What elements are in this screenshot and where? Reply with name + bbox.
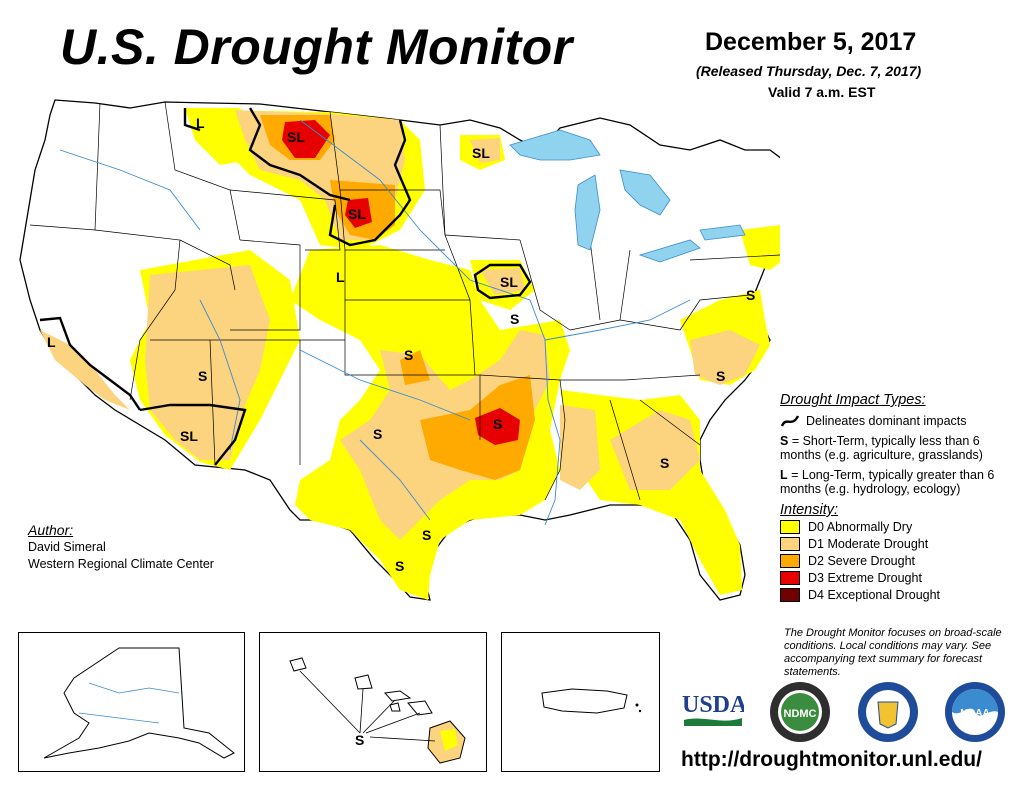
intensity-label: D2 Severe Drought [808,553,916,568]
label-sl-iowa: SL [500,274,518,290]
release-date: (Released Thursday, Dec. 7, 2017) [696,63,922,79]
rivers [59,119,691,526]
commerce-seal [858,682,918,742]
impact-boundaries [39,107,532,466]
legend-delineates-row: Delineates dominant impacts [780,414,1015,428]
legend: Drought Impact Types: Delineates dominan… [780,392,1015,603]
intensity-label: D4 Exceptional Drought [808,587,941,602]
puerto-rico-outline [541,688,628,714]
label-sl-minnesota: SL [472,145,490,161]
label-sl-arizona: SL [180,428,198,444]
d3-zones [282,120,520,445]
short-term-key: S [780,434,789,448]
noaa-logo: NOAA [945,682,1005,742]
disclaimer-note: The Drought Monitor focuses on broad-sca… [784,627,1002,678]
intensity-list: D0 Abnormally Dry D1 Moderate Drought D2 S… [780,518,1015,603]
intensity-swatch [780,571,800,585]
usda-logo-text: USDA [682,692,744,718]
alaska-inset [18,632,245,772]
intensity-item: D4 Exceptional Drought [780,586,1015,603]
label-s-hawaii: S [355,732,364,748]
site-url[interactable]: http://droughtmonitor.unl.edu/ [681,748,982,771]
author-heading: Author: [28,522,74,538]
label-s-arizona: S [198,368,207,384]
intensity-swatch [780,554,800,568]
noaa-logo-text: NOAA [960,708,989,719]
hawaii-inset: S [259,632,487,772]
delineates-text: Delineates dominant impacts [806,414,967,428]
label-s-carolina: S [716,368,725,384]
label-s-iowa: S [510,311,519,327]
map-date: December 5, 2017 [705,28,917,56]
label-s-ne: S [746,287,755,303]
legend-short-term: S = Short-Term, typically less than 6 mo… [780,434,1015,462]
puerto-rico-inset [501,632,660,772]
label-l-idaho: L [196,115,205,131]
label-s-arkansas: S [493,416,502,432]
intensity-label: D1 Moderate Drought [808,536,929,551]
intensity-swatch [780,520,800,534]
intensity-heading: Intensity: [780,502,839,518]
short-term-text: = Short-Term, typically less than 6 mont… [780,434,983,462]
alaska-outline [43,647,235,759]
label-s-georgia: S [660,455,669,471]
ndmc-logo-text: NDMC [784,708,817,720]
us-drought-map: SL SL SL SL SL L L L S S S S S S S S S S [19,99,780,601]
intensity-item: D2 Severe Drought [780,552,1015,569]
valid-time: Valid 7 a.m. EST [768,84,876,100]
intensity-swatch [780,537,800,551]
boundary-line-icon [780,415,800,427]
map-title: U.S. Drought Monitor [60,19,573,75]
usda-logo: USDA [682,692,744,726]
label-s-texas1: S [422,527,431,543]
label-s-kansas: S [404,347,413,363]
impact-types-heading: Drought Impact Types: [780,392,926,408]
ndmc-logo: NDMC [770,682,830,742]
label-sl-montana: SL [287,129,305,145]
legend-long-term: L = Long-Term, typically greater than 6 … [780,468,1015,496]
intensity-item: D1 Moderate Drought [780,535,1015,552]
intensity-label: D0 Abnormally Dry [808,519,913,534]
label-s-texas2: S [395,558,404,574]
label-l-wyoming: L [336,269,345,285]
great-lakes [509,129,746,263]
long-term-key: L [780,468,788,482]
intensity-item: D3 Extreme Drought [780,569,1015,586]
author-org: Western Regional Climate Center [28,557,214,571]
intensity-label: D3 Extreme Drought [808,570,922,585]
author-block: Author: David Simeral Western Regional C… [28,522,214,573]
intensity-swatch [780,588,800,602]
author-name: David Simeral [28,540,106,554]
label-l-california: L [47,334,56,350]
intensity-item: D0 Abnormally Dry [780,518,1015,535]
label-sl-dakota: SL [348,206,366,222]
state-borders [29,101,780,501]
label-s-oklahoma: S [373,426,382,442]
long-term-text: = Long-Term, typically greater than 6 mo… [780,468,995,496]
